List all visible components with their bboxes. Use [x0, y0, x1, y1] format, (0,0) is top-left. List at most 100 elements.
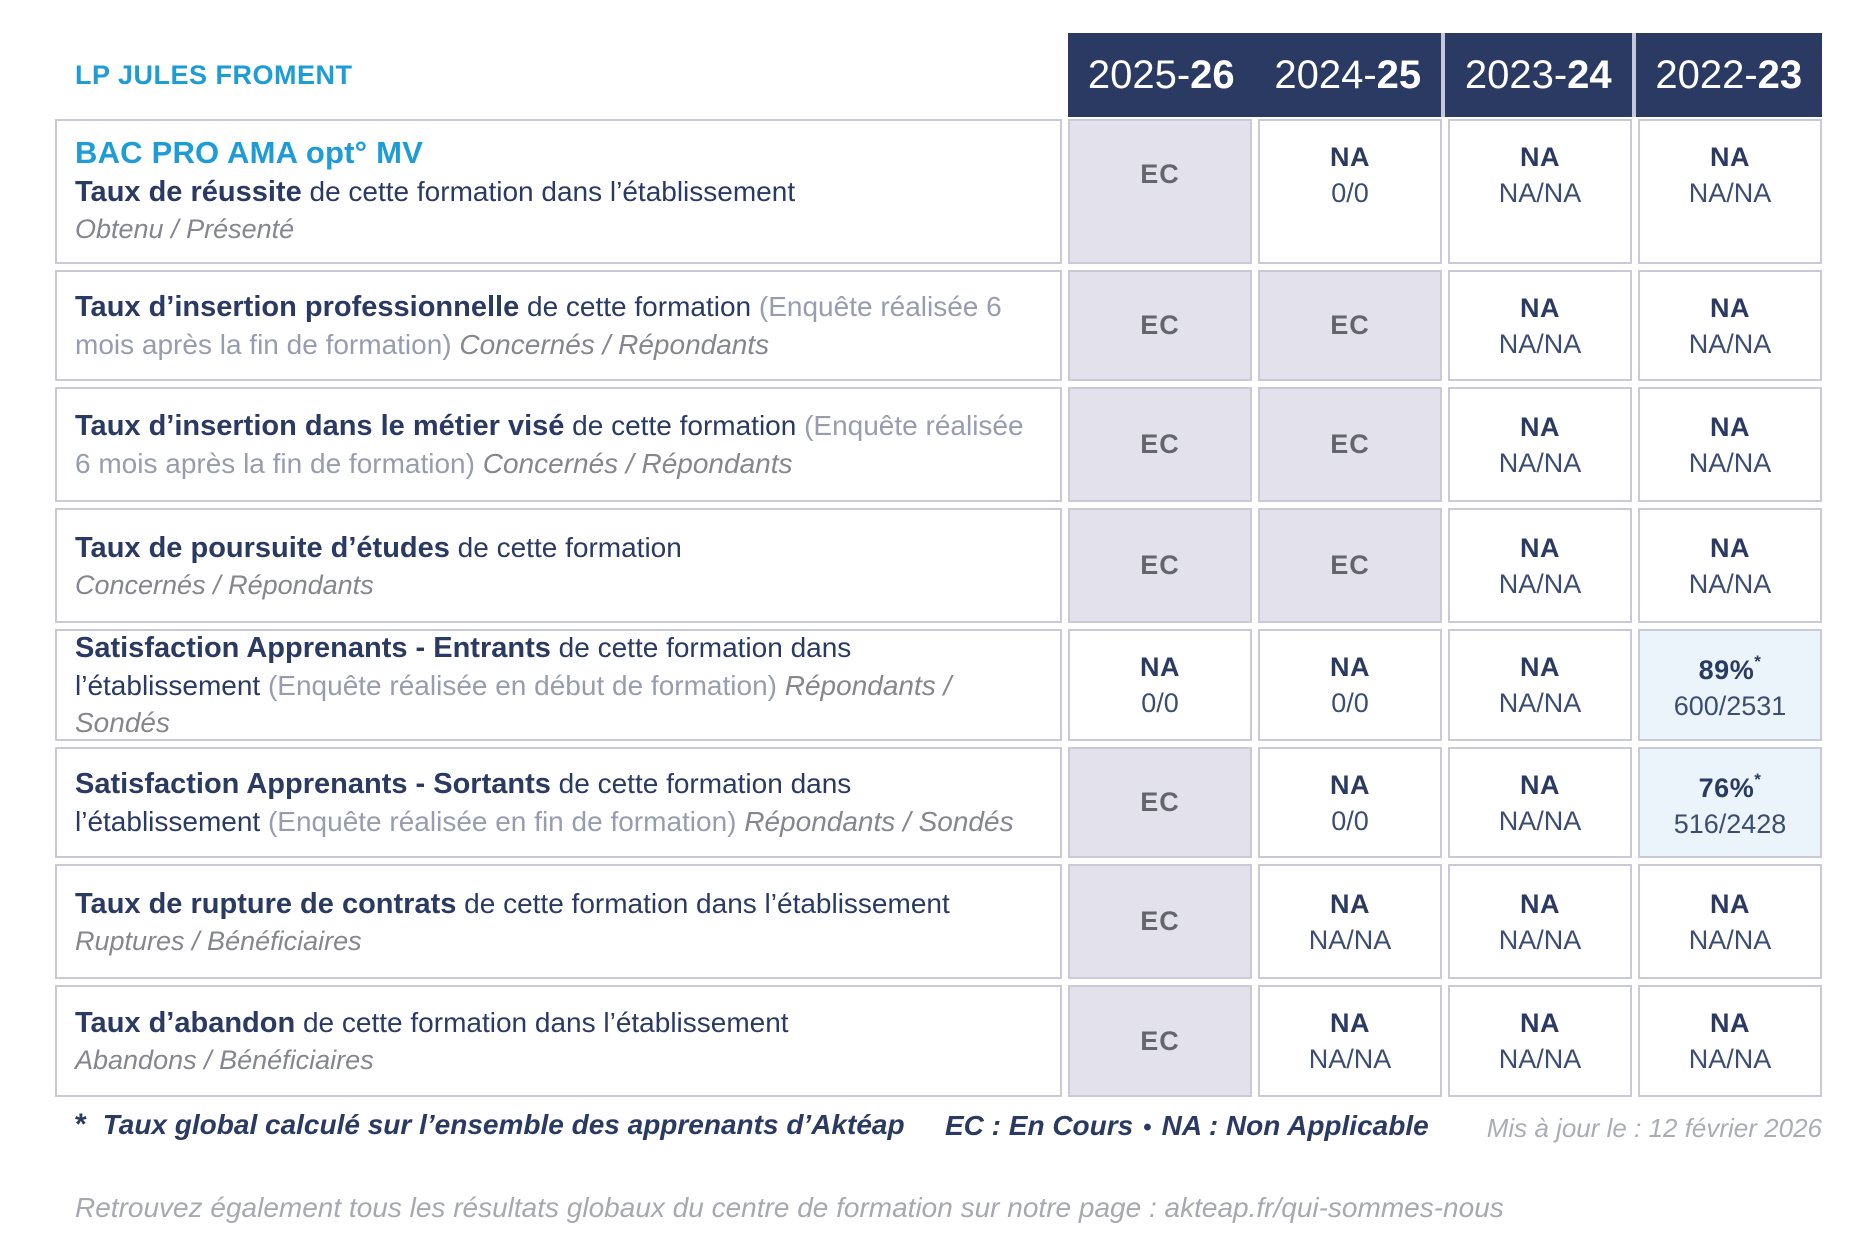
year-prefix: 2023-	[1464, 52, 1568, 97]
metric-label: Taux de rupture de contrats de cette for…	[75, 885, 1044, 923]
updated-date: Mis à jour le : 12 février 2026	[1486, 1113, 1822, 1143]
value-cell: EC	[1258, 270, 1442, 381]
metric-desc: de cette formation dans l’établissement	[456, 887, 950, 919]
cell-ratio: NA/NA	[1308, 924, 1392, 955]
row-label-taux-reussite: BAC PRO AMA opt° MV Taux de réussite de …	[55, 119, 1062, 264]
table-header: LP JULES FROMENT 2025- 26 2024- 25 2023- 24…	[55, 33, 1822, 117]
metric-title: Taux d’insertion dans le métier visé	[75, 410, 565, 442]
table-row: Taux d’abandon de cette formation dans l…	[55, 985, 1822, 1097]
metric-label: Taux de réussite de cette formation dans…	[75, 173, 1044, 211]
value-cell: EC	[1068, 119, 1252, 264]
value-cell: NA NA/NA	[1638, 387, 1822, 502]
legend-ec: EC : En Cours	[945, 1110, 1134, 1141]
school-name: LP JULES FROMENT	[75, 59, 353, 90]
cell-value: NA	[1520, 292, 1560, 323]
cell-ratio: NA/NA	[1688, 177, 1772, 208]
value-cell: NA NA/NA	[1638, 864, 1822, 979]
metric-desc: de cette formation dans l’établissement	[301, 176, 796, 207]
cell-value: NA	[1520, 888, 1560, 919]
cell-value: NA	[1330, 1008, 1370, 1038]
value-cell: NA NA/NA	[1448, 629, 1632, 741]
metric-paren: (Enquête réalisée en début de formation)	[267, 670, 785, 701]
value-cell: NA NA/NA	[1448, 119, 1632, 264]
value-cell-percentage: 89%* 600/2531	[1638, 629, 1822, 741]
row-label-satisfaction-sortants: Satisfaction Apprenants - Sortants de ce…	[55, 747, 1062, 858]
table-row: Satisfaction Apprenants - Sortants de ce…	[55, 747, 1822, 858]
results-table: LP JULES FROMENT 2025- 26 2024- 25 2023- 24…	[55, 33, 1822, 1103]
cell-value: NA	[1710, 532, 1750, 563]
cell-value: EC	[1140, 310, 1180, 340]
cell-ratio: NA/NA	[1498, 924, 1582, 955]
metric-label: Satisfaction Apprenants - Sortants de ce…	[75, 765, 1044, 840]
value-cell: NA NA/NA	[1258, 985, 1442, 1097]
row-label-satisfaction-entrants: Satisfaction Apprenants - Entrants de ce…	[55, 629, 1062, 741]
value-cell: EC	[1068, 270, 1252, 381]
program-title: BAC PRO AMA opt° MV	[75, 135, 423, 170]
value-cell: NA NA/NA	[1258, 864, 1442, 979]
metric-note: Concernés / Répondants	[75, 569, 374, 600]
metric-note: Abandons / Bénéficiaires	[75, 1045, 374, 1075]
cell-value: NA	[1140, 652, 1180, 682]
cell-value: NA	[1330, 652, 1370, 682]
cell-ratio: 0/0	[1331, 688, 1369, 718]
cell-value: EC	[1140, 906, 1180, 936]
value-cell: NA NA/NA	[1638, 508, 1822, 623]
metric-title: Taux de rupture de contrats	[75, 887, 457, 920]
year-header-2023-24: 2023- 24	[1441, 33, 1632, 117]
cell-ratio: 600/2531	[1673, 691, 1787, 721]
row-label-abandon: Taux d’abandon de cette formation dans l…	[55, 985, 1062, 1097]
metric-desc: de cette formation dans l’établissement	[75, 768, 852, 837]
bottom-note-text: Retrouvez également tous les résultats g…	[75, 1192, 1165, 1223]
cell-value: NA	[1330, 141, 1370, 172]
metric-desc: de cette formation dans l’établissement	[295, 1007, 789, 1038]
table-row: BAC PRO AMA opt° MV Taux de réussite de …	[55, 119, 1822, 264]
table-row: Satisfaction Apprenants - Entrants de ce…	[55, 629, 1822, 741]
cell-ratio: NA/NA	[1688, 924, 1772, 955]
value-cell: NA NA/NA	[1448, 270, 1632, 381]
percentage-value: 76%	[1698, 772, 1755, 803]
metric-title: Taux d’abandon	[75, 1007, 296, 1039]
value-cell: NA NA/NA	[1448, 508, 1632, 623]
value-cell: NA NA/NA	[1638, 270, 1822, 381]
footnote-asterisk: *	[1754, 652, 1762, 671]
metric-label: Satisfaction Apprenants - Entrants de ce…	[75, 629, 1044, 741]
website-link[interactable]: akteap.fr/qui-sommes-nous	[1164, 1192, 1504, 1223]
value-cell: NA NA/NA	[1448, 985, 1632, 1097]
cell-value: EC	[1330, 310, 1370, 340]
footnote-asterisk: *	[75, 1108, 87, 1141]
cell-ratio: NA/NA	[1498, 177, 1582, 208]
value-cell: NA NA/NA	[1448, 387, 1632, 502]
cell-ratio: NA/NA	[1688, 1044, 1772, 1074]
cell-value: NA	[1520, 141, 1560, 172]
cell-value: EC	[1140, 159, 1180, 189]
footnote: * Taux global calculé sur l’ensemble des…	[75, 1108, 905, 1142]
metric-note: Ruptures / Bénéficiaires	[75, 925, 362, 956]
year-header-2024-25: 2024- 25	[1255, 33, 1442, 117]
percentage-value: 89%	[1698, 655, 1755, 685]
cell-ratio: NA/NA	[1498, 1044, 1582, 1074]
year-prefix: 2022-	[1655, 52, 1758, 97]
cell-value: EC	[1140, 787, 1180, 817]
value-cell: NA NA/NA	[1638, 119, 1822, 264]
metric-paren: (Enquête réalisée 6 mois après la fin de…	[75, 410, 1024, 479]
cell-ratio: NA/NA	[1498, 688, 1582, 718]
metric-note: Concernés / Répondants	[459, 329, 770, 360]
metric-note: Répondants / Sondés	[744, 806, 1014, 837]
metric-label: Taux d’insertion dans le métier visé de …	[75, 407, 1044, 482]
value-cell: NA 0/0	[1258, 119, 1442, 264]
cell-ratio: NA/NA	[1688, 568, 1772, 599]
cell-value: 76%*	[1699, 767, 1762, 803]
cell-ratio: 0/0	[1331, 177, 1369, 208]
metric-note: Obtenu / Présenté	[75, 214, 295, 244]
row-label-rupture-contrats: Taux de rupture de contrats de cette for…	[55, 864, 1062, 979]
metric-note: Concernés / Répondants	[482, 448, 793, 479]
row-label-insertion-professionnelle: Taux d’insertion professionnelle de cett…	[55, 270, 1062, 381]
year-bold: 25	[1376, 52, 1422, 97]
year-prefix: 2024-	[1274, 52, 1377, 97]
cell-value: NA	[1710, 292, 1750, 323]
cell-value: NA	[1520, 1008, 1560, 1038]
cell-ratio: NA/NA	[1498, 568, 1582, 599]
year-bold: 26	[1190, 52, 1235, 97]
table-row: Taux de poursuite d’études de cette form…	[55, 508, 1822, 623]
year-header-2025-26: 2025- 26	[1068, 33, 1255, 117]
